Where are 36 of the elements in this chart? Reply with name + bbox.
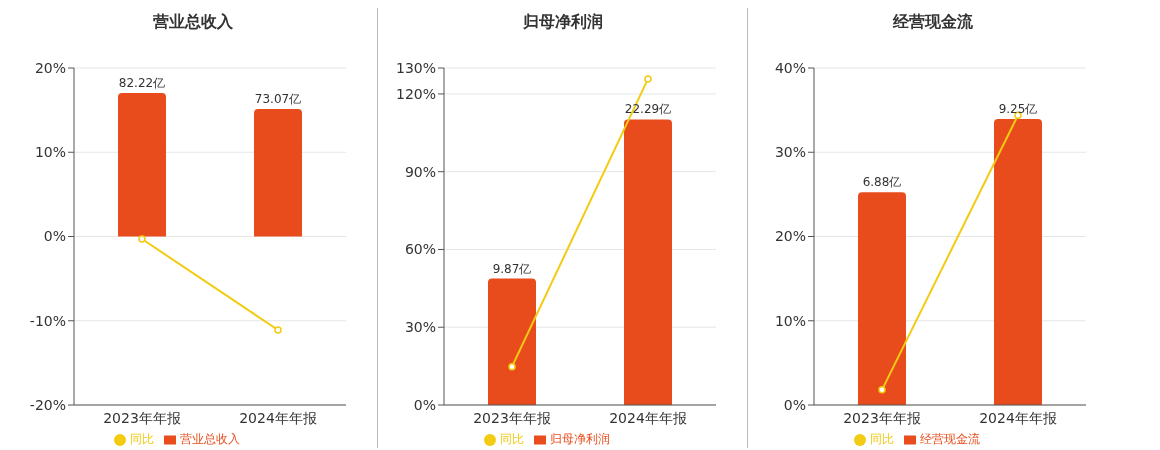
data-label: 9.87亿: [492, 261, 532, 276]
y-tick-label: 10%: [774, 312, 806, 329]
legend-label: 同比: [500, 432, 524, 446]
y-tick-label: 90%: [404, 163, 436, 180]
y-tick-label: 20%: [774, 228, 806, 245]
x-tick-label: 2024年年报: [609, 409, 687, 426]
legend-label: 同比: [130, 432, 154, 446]
chart-title: 归母净利润: [521, 11, 604, 33]
x-tick-label: 2023年年报: [843, 409, 921, 426]
legend-label: 同比: [870, 432, 894, 446]
y-tick-label: -10%: [29, 312, 66, 329]
y-tick-label: 10%: [34, 144, 66, 161]
y-tick-label: -20%: [29, 396, 66, 413]
legend-label: 营业总收入: [180, 432, 240, 446]
y-tick-label: 120%: [395, 85, 436, 102]
x-tick-label: 2023年年报: [473, 409, 551, 426]
data-label: 9.25亿: [998, 102, 1038, 117]
chart-title: 营业总收入: [151, 11, 234, 33]
y-tick-label: 20%: [34, 59, 66, 76]
y-tick-label: 30%: [404, 319, 436, 336]
y-tick-label: 0%: [413, 396, 436, 413]
data-label: 6.88亿: [862, 175, 902, 190]
y-tick-label: 60%: [404, 241, 436, 258]
y-tick-label: 30%: [774, 144, 806, 161]
x-tick-label: 2024年年报: [979, 409, 1057, 426]
y-tick-label: 0%: [783, 396, 806, 413]
x-tick-label: 2023年年报: [103, 409, 181, 426]
y-tick-label: 130%: [395, 59, 436, 76]
data-label: 82.22亿: [118, 76, 166, 91]
x-tick-label: 2024年年报: [239, 409, 317, 426]
legend-label: 经营现金流: [920, 432, 980, 446]
legend-label: 归母净利润: [550, 432, 610, 446]
y-tick-label: 0%: [43, 228, 66, 245]
data-label: 73.07亿: [254, 92, 302, 107]
chart-title: 经营现金流: [892, 11, 974, 33]
y-tick-label: 40%: [774, 59, 806, 76]
